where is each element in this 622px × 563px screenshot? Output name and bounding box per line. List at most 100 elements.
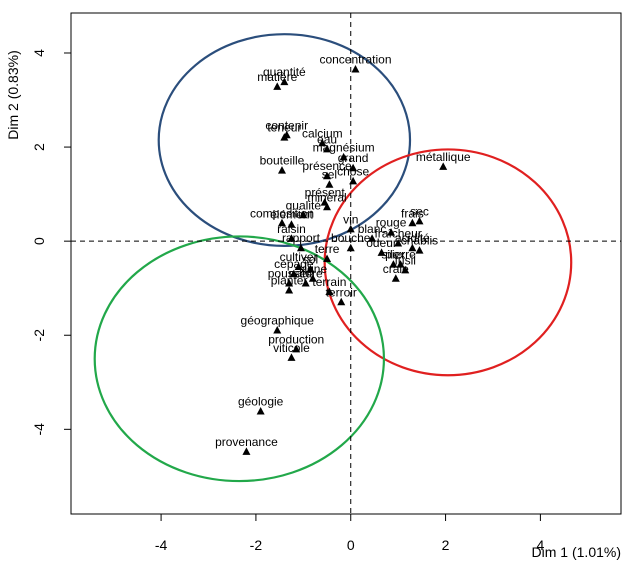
point-marker — [292, 344, 301, 353]
point-marker — [280, 133, 289, 141]
reference-lines — [71, 13, 621, 514]
point-marker — [323, 254, 332, 263]
x-tick-label: -2 — [250, 537, 263, 553]
ellipse-green — [93, 235, 386, 483]
x-tick-label: -4 — [155, 537, 168, 553]
point-marker — [351, 64, 360, 73]
point-marker — [325, 180, 334, 188]
point-label: blanc — [358, 222, 387, 236]
point-label: chose — [337, 164, 369, 178]
point-label: sec — [410, 204, 429, 218]
point-marker — [242, 447, 251, 455]
point-label: frais — [401, 206, 424, 220]
point-label: bouteille — [260, 154, 305, 168]
point-marker — [323, 144, 332, 153]
point-marker — [285, 286, 294, 294]
point-marker — [318, 138, 327, 147]
x-tick-label: 2 — [442, 537, 450, 553]
point-label: craie — [383, 262, 409, 276]
point-marker — [287, 220, 296, 228]
point-label: provenance — [215, 435, 278, 449]
y-tick-label: -4 — [31, 423, 47, 436]
point-marker — [308, 274, 317, 282]
point-label: quantité — [263, 65, 306, 79]
point-label: concentration — [319, 52, 391, 66]
axes: -4 -2 0 2 4 -4 -2 0 2 4 — [31, 49, 544, 553]
point-label: nature — [289, 266, 323, 280]
y-tick-label: -2 — [31, 329, 47, 342]
point-marker — [287, 353, 296, 361]
point-marker — [323, 202, 332, 211]
point-label: présence — [302, 159, 352, 173]
point-marker — [415, 246, 424, 254]
point-marker — [277, 218, 286, 227]
point-label: silex — [381, 248, 405, 262]
point-label: terroir — [326, 285, 357, 299]
point-label: contenir — [265, 118, 308, 132]
point-label: chablis — [401, 234, 438, 248]
point-marker — [301, 278, 310, 287]
point-label: grand — [338, 151, 369, 165]
point-label: pierre — [385, 248, 416, 262]
point-label: terrain — [312, 275, 346, 289]
point-marker — [273, 82, 282, 90]
point-label: composition — [250, 206, 314, 220]
y-tick-label: 4 — [31, 49, 47, 57]
point-marker — [389, 260, 398, 268]
point-marker — [349, 176, 358, 185]
ellipse-red — [323, 148, 573, 377]
point-label: rapport — [282, 231, 321, 245]
point-label: cépage — [274, 257, 314, 271]
point-label: présent — [305, 186, 346, 200]
point-marker — [391, 274, 400, 282]
point-label: bouche — [331, 231, 371, 245]
point-label: raisin — [277, 222, 306, 236]
point-marker — [287, 234, 296, 242]
x-tick-label: 4 — [536, 537, 544, 553]
point-label: viticole — [273, 341, 310, 355]
point-marker — [346, 224, 355, 233]
point-label: vigne — [298, 262, 327, 276]
point-marker — [323, 171, 332, 180]
point-marker — [299, 210, 308, 219]
point-marker — [396, 260, 405, 268]
point-marker — [296, 243, 305, 252]
x-tick-label: 0 — [347, 537, 355, 553]
point-label: eau — [317, 132, 337, 146]
plot-frame — [70, 12, 622, 515]
point-marker — [394, 239, 403, 247]
point-label: géographique — [241, 314, 315, 328]
y-tick-label: 2 — [31, 143, 47, 151]
point-label: magnésium — [313, 140, 375, 154]
point-marker — [277, 166, 286, 174]
point-label: pousser — [268, 266, 311, 280]
y-axis-title: Dim 2 (0.83%) — [5, 50, 21, 139]
point-label: rouge — [376, 216, 407, 230]
point-marker — [408, 243, 417, 252]
point-label: sol — [303, 252, 318, 266]
y-tick-label: 0 — [31, 237, 47, 245]
point-marker — [339, 152, 348, 161]
point-marker — [306, 264, 315, 273]
point-label: matière — [257, 70, 297, 84]
point-marker — [377, 248, 386, 256]
point-marker — [285, 278, 294, 287]
point-label: terre — [315, 242, 340, 256]
point-label: cultiver — [280, 250, 318, 264]
point-label: odeur — [366, 236, 397, 250]
point-label: planter — [271, 274, 308, 288]
point-label: fraîcheur — [374, 227, 421, 241]
point-marker — [280, 77, 289, 86]
point-label: acidité — [395, 231, 430, 245]
point-marker — [439, 162, 448, 170]
point-label: calcium — [302, 126, 343, 140]
point-marker — [289, 269, 298, 278]
point-marker — [387, 228, 396, 236]
ellipse-blue — [157, 33, 412, 247]
point-marker — [401, 265, 410, 274]
point-label: production — [268, 332, 324, 346]
point-label: teneur — [267, 121, 301, 135]
point-label: vin — [343, 212, 358, 226]
